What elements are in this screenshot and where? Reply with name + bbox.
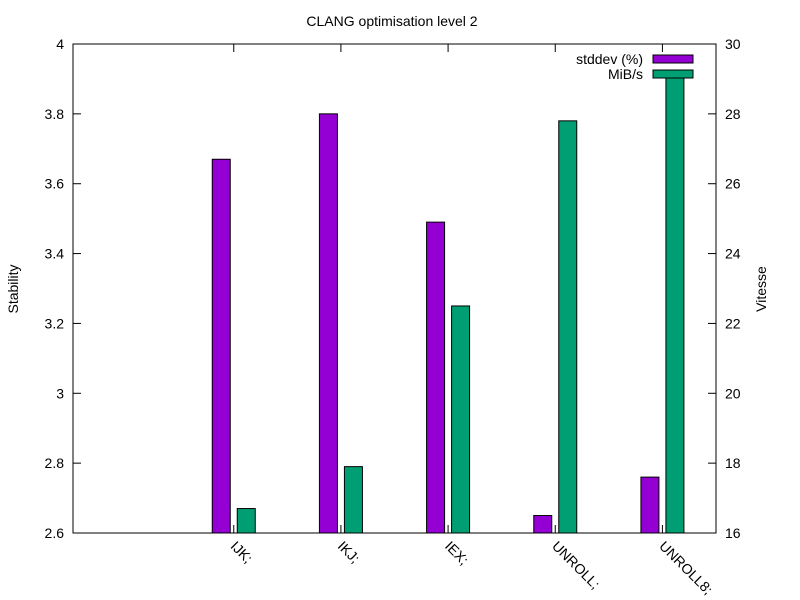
y-right-tick-label: 28: [725, 106, 741, 122]
x-tick-label: UNROLL;: [549, 538, 603, 592]
y-left-tick-label: 3.4: [45, 246, 65, 262]
y-right-axis-label: Vitesse: [753, 266, 769, 312]
y-left-axis-label: Stability: [5, 264, 21, 313]
x-tick-label: IEX;: [442, 538, 472, 568]
x-tick-label: UNROLL8;: [656, 538, 716, 598]
y-left-tick-label: 3.6: [45, 176, 65, 192]
y-left-tick-label: 3.8: [45, 106, 65, 122]
legend-swatch: [652, 54, 694, 64]
bar-stddev: [640, 476, 660, 534]
bar-mibs: [558, 120, 578, 534]
bar-stddev: [211, 158, 231, 534]
legend-label: MiB/s: [608, 66, 643, 82]
bar-stddev: [533, 515, 553, 534]
plot-frame: [72, 43, 717, 534]
bar-stddev: [426, 221, 446, 534]
bar-mibs: [343, 466, 363, 534]
y-right-tick-label: 18: [725, 455, 741, 471]
y-right-tick-label: 26: [725, 176, 741, 192]
legend: stddev (%)MiB/s: [576, 51, 694, 82]
y-right-tick-label: 30: [725, 36, 741, 52]
bar-mibs: [451, 305, 471, 534]
y-right-tick-label: 20: [725, 385, 741, 401]
chart-title: CLANG optimisation level 2: [306, 13, 477, 29]
x-tick-label: IJK;: [228, 538, 256, 566]
y-left-tick-label: 3.2: [45, 315, 65, 331]
x-tick-label: IKJ;: [335, 538, 363, 566]
y-left-tick-label: 4: [56, 36, 64, 52]
y-right-tick-label: 16: [725, 525, 741, 541]
y-right-tick-label: 22: [725, 315, 741, 331]
bar-stddev: [318, 113, 338, 534]
y-left-tick-label: 3: [56, 385, 64, 401]
legend-label: stddev (%): [576, 51, 643, 67]
y-left-tick-label: 2.6: [45, 525, 65, 541]
plot-area: 2.6 2.8 3 3.2 3.4 3.6 3.8 4 16 18 20 22 24 26 28 30 IJK;…: [45, 36, 741, 598]
bar-mibs: [236, 508, 256, 534]
y-right-tick-label: 24: [725, 246, 741, 262]
bar-mibs: [665, 74, 685, 534]
legend-swatch: [652, 69, 694, 79]
y-left-tick-label: 2.8: [45, 455, 65, 471]
